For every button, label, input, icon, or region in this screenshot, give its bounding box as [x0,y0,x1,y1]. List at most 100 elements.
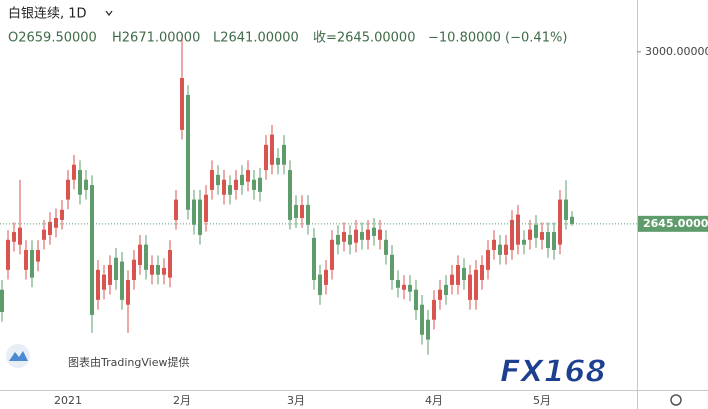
candle-body [480,265,484,281]
watermark: 图表由TradingView提供 FX168 [6,344,607,390]
ohlc-header: O2659.50000 H2671.00000 L2641.00000 收=2645.… [8,31,567,46]
candle-body [450,274,454,285]
candle-body [468,274,472,300]
candle-body [174,199,178,220]
chart-title: 白银连续, 1D [8,6,87,22]
candle-body [294,204,298,219]
candle-body [186,94,190,210]
candle-body [570,216,574,224]
candle-body [300,204,304,219]
ohlc-text: L2641.00000 [213,31,299,46]
candle-body [102,274,106,290]
last-price-box [638,215,708,232]
candle-body [534,224,538,238]
candle-body [192,199,196,225]
candle-body [24,249,28,270]
candle-body [462,267,466,281]
candle-body [96,269,100,300]
candle-body [360,232,364,240]
candle-body [414,289,418,311]
settings-icon[interactable] [670,394,682,406]
candle-body [150,265,154,275]
candle-body [234,179,238,190]
candle-body [546,232,550,249]
y-tick-label: 3000.00000 [645,45,708,58]
candle-body [114,257,118,281]
candle-body [522,239,526,245]
ohlc-text: H2671.00000 [112,31,200,46]
candle-body [30,249,34,278]
candle-body [564,199,568,220]
candle-body [12,232,16,242]
logo: FX168 [500,355,606,390]
interval-chevron[interactable] [105,10,113,17]
watermark-text: 图表由TradingView提供 [68,355,189,369]
x-tick-label: 5月 [533,394,551,407]
candle-body [474,269,478,300]
candle-body [78,170,82,195]
gear[interactable] [670,394,682,406]
candle-body [354,229,358,243]
candle-body [108,265,112,285]
candle-body [42,229,46,240]
candle-body [420,304,424,335]
candle-body [90,185,94,315]
candle-body [444,284,448,296]
candle-body [264,144,268,171]
ohlc-text: 收=2645.00000 [313,31,415,46]
candle-body [138,244,142,266]
candle-body [216,174,220,186]
candle-body [198,199,202,235]
candle-body [180,78,184,130]
candle-body [540,232,544,240]
candle-body [558,199,562,245]
candle-body [168,249,172,278]
candle-body [240,174,244,186]
candle-body [48,221,52,235]
candle-body [0,289,4,312]
candle-body [402,284,406,290]
candle-body [486,249,490,270]
x-tick-label: 3月 [287,394,305,407]
candle-body [204,194,208,222]
candle-body [210,170,214,190]
candle-body [366,229,370,240]
candle-body [456,265,460,285]
candle-body [396,280,400,288]
candle-body [126,280,130,305]
x-tick-label: 2021 [54,394,82,407]
candle-body [252,179,256,190]
candle-body [408,284,412,292]
ohlc-text: O2659.50000 [8,31,97,46]
candle-body [318,274,322,296]
plot [0,37,637,355]
candle-body [510,219,514,250]
candle-body [384,239,388,255]
candle-body [132,259,136,281]
candle-body [72,164,76,180]
candle-body [54,218,58,228]
candle-body [348,234,352,245]
candle-body [492,239,496,250]
candle-body [516,214,520,245]
candle-body [282,144,286,165]
candle-body [276,157,280,165]
tv-icon-shape [9,351,28,361]
candle-body [60,209,64,220]
candle-body [312,237,316,281]
candle-body [342,232,346,242]
candle-body [162,267,166,275]
candle-body [438,289,442,300]
candle-body [528,229,532,240]
candle-body [552,232,556,250]
candle-body [432,299,436,320]
candle-body [270,134,274,165]
candle-body [6,239,10,270]
candle-body [306,204,310,225]
candle-body [378,229,382,240]
candle-body [330,239,334,270]
candle-body [246,170,250,182]
candle-body [144,244,148,270]
candle-body [156,265,160,275]
